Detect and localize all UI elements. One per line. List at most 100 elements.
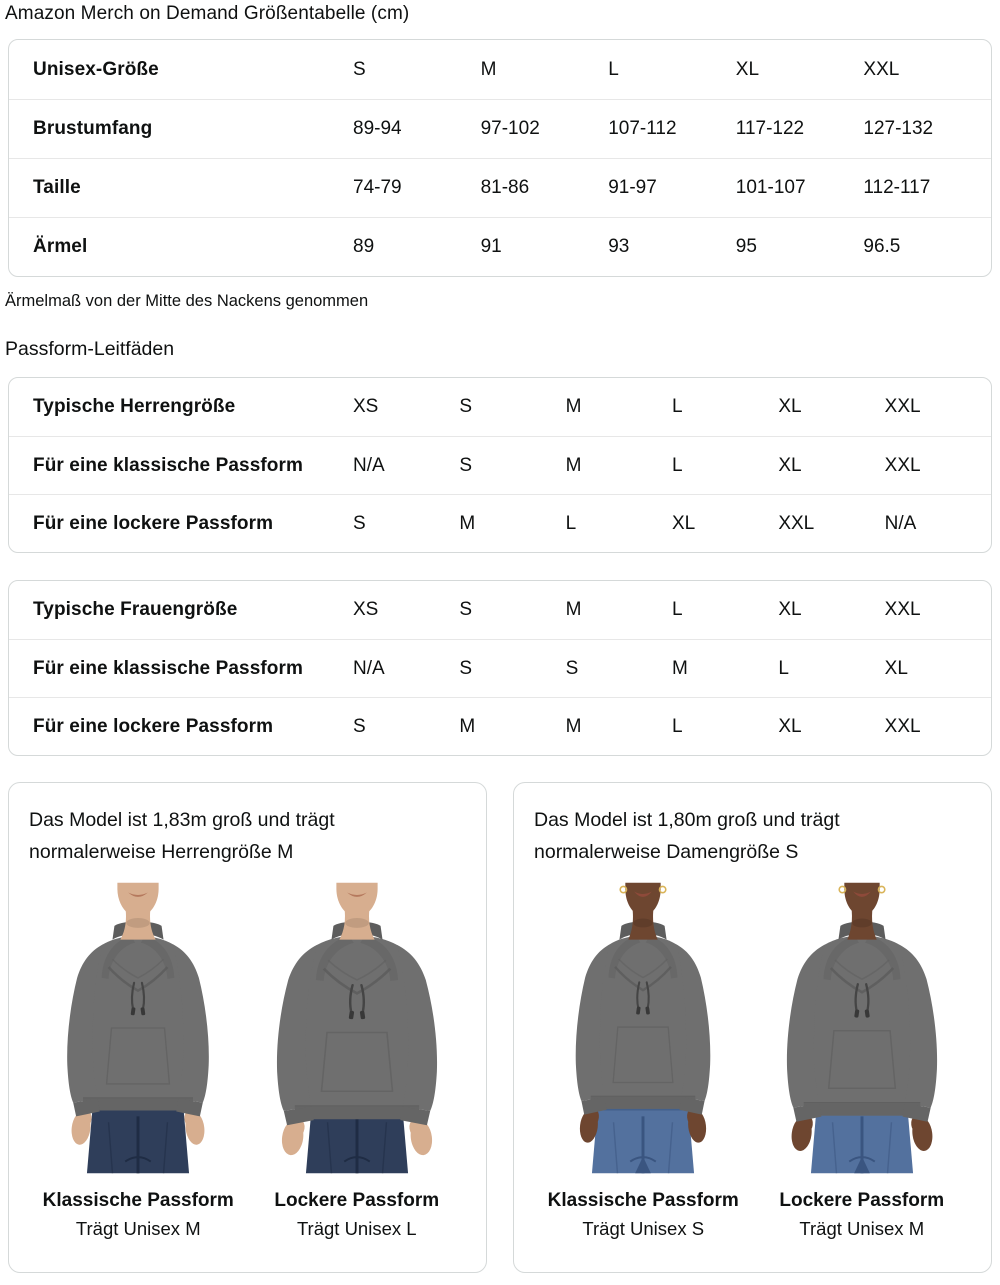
model-figure: Klassische Passform Trägt Unisex S xyxy=(534,882,753,1244)
table-cell: M xyxy=(565,599,582,620)
table-cell: S xyxy=(353,58,366,80)
mens-fit-table: Typische Herrengröße XS S M L XL XXL Für eine k… xyxy=(8,377,992,553)
womens-fit-table: Typische Frauengröße XS S M L XL XXL Für eine k… xyxy=(8,580,992,756)
row-label: Für eine klassische Passform xyxy=(33,657,303,679)
table-cell: 95 xyxy=(735,236,757,257)
table-row: Taille 74-79 81-86 91-97 101-107 112-117 xyxy=(9,158,991,217)
table-cell: XXL xyxy=(884,396,921,417)
table-cell: 127-132 xyxy=(863,118,934,139)
row-label: Brustumfang xyxy=(33,118,153,139)
table-cell: M xyxy=(459,512,476,534)
table-cell: XXL xyxy=(884,715,921,737)
hoodie-model-illustration xyxy=(575,882,711,1174)
model-caption: Lockere Passform Trägt Unisex M xyxy=(779,1188,944,1244)
table-cell: N/A xyxy=(353,454,385,476)
table-cell: XXL xyxy=(778,512,815,534)
table-row: Für eine lockere Passform S M L XL XXL N/A xyxy=(9,494,991,552)
table-cell: XL xyxy=(735,58,760,80)
fit-label: Lockere Passform xyxy=(779,1190,945,1211)
table-cell: XXL xyxy=(863,58,900,80)
size-label: Trägt Unisex M xyxy=(75,1218,201,1239)
table-cell: L xyxy=(778,657,789,679)
model-figure: Lockere Passform Trägt Unisex M xyxy=(753,882,972,1244)
table-cell: XL xyxy=(778,396,802,417)
size-label: Trägt Unisex M xyxy=(799,1218,925,1239)
table-cell: S xyxy=(459,657,473,679)
model-figures: Klassische Passform Trägt Unisex S xyxy=(534,882,971,1244)
table-row: Für eine klassische Passform N/A S S M L XL xyxy=(9,639,991,697)
table-cell: XL xyxy=(778,454,802,476)
table-cell: S xyxy=(353,512,366,534)
table-cell: 91 xyxy=(480,236,502,257)
table-row: Für eine lockere Passform S M M L XL XXL xyxy=(9,697,991,755)
table-cell: 91-97 xyxy=(608,177,657,198)
model-photo-female-classic xyxy=(535,882,751,1174)
model-description: Das Model ist 1,83m groß und trägt norma… xyxy=(29,809,335,863)
row-label: Taille xyxy=(33,177,81,198)
table-row: Brustumfang 89-94 97-102 107-112 117-122 127-… xyxy=(9,99,991,158)
table-cell: S xyxy=(459,396,473,417)
size-chart-page: Amazon Merch on Demand Größentabelle (cm… xyxy=(5,2,992,1273)
row-label: Unisex-Größe xyxy=(33,58,159,80)
table-row: Unisex-Größe S M L XL XXL xyxy=(9,40,991,99)
table-cell: XL xyxy=(778,715,802,737)
size-label: Trägt Unisex S xyxy=(582,1218,705,1239)
table-cell: XS xyxy=(353,599,379,620)
fit-label: Lockere Passform xyxy=(274,1190,440,1211)
table-cell: 89-94 xyxy=(353,118,402,139)
table-cell: M xyxy=(459,715,476,737)
table-cell: N/A xyxy=(884,512,917,534)
model-photo-male-loose xyxy=(249,882,465,1174)
sleeve-measure-note: Ärmelmaß von der Mitte des Nackens genom… xyxy=(5,292,369,310)
table-cell: 107-112 xyxy=(608,118,677,139)
model-figures: Klassische Passform Trägt Unisex M xyxy=(29,882,466,1244)
model-cards-row: Das Model ist 1,83m groß und trägt norma… xyxy=(8,782,992,1273)
row-label: Ärmel xyxy=(33,236,88,257)
table-cell: N/A xyxy=(353,657,385,679)
table-cell: 89 xyxy=(353,236,375,257)
table-cell: 112-117 xyxy=(863,177,931,198)
fit-guides-heading: Passform-Leitfäden xyxy=(5,338,175,360)
table-cell: 96.5 xyxy=(863,236,901,257)
table-cell: L xyxy=(565,512,577,534)
table-cell: L xyxy=(608,58,619,80)
hoodie-model-illustration xyxy=(786,882,937,1174)
row-label: Für eine lockere Passform xyxy=(33,512,274,534)
table-cell: XL xyxy=(884,657,908,679)
table-cell: 81-86 xyxy=(480,177,530,198)
page-title: Amazon Merch on Demand Größentabelle (cm… xyxy=(5,3,410,24)
model-figure: Klassische Passform Trägt Unisex M xyxy=(29,882,248,1244)
row-label: Für eine lockere Passform xyxy=(33,715,274,737)
model-description: Das Model ist 1,80m groß und trägt norma… xyxy=(534,809,840,863)
table-cell: S xyxy=(565,657,579,679)
model-photo-male-classic xyxy=(30,882,246,1174)
male-model-card: Das Model ist 1,83m groß und trägt norma… xyxy=(8,782,487,1273)
table-row: Für eine klassische Passform N/A S M L XL XXL xyxy=(9,436,991,494)
model-caption: Lockere Passform Trägt Unisex L xyxy=(274,1188,439,1244)
female-model-card: Das Model ist 1,80m groß und trägt norma… xyxy=(513,782,992,1273)
table-cell: M xyxy=(565,454,582,476)
unisex-size-table: Unisex-Größe S M L XL XXL Brustumfang 89-94 97-1… xyxy=(8,39,992,277)
hoodie-model-illustration xyxy=(276,882,437,1174)
hoodie-model-illustration xyxy=(67,882,210,1174)
model-caption: Klassische Passform Trägt Unisex S xyxy=(548,1188,739,1244)
table-cell: XL xyxy=(778,599,802,620)
table-row: Typische Frauengröße XS S M L XL XXL xyxy=(9,581,991,639)
table-cell: XS xyxy=(353,396,379,417)
row-label: Typische Frauengröße xyxy=(33,599,238,620)
table-row: Typische Herrengröße XS S M L XL XXL xyxy=(9,378,991,436)
model-photo-female-loose xyxy=(754,882,970,1174)
table-cell: L xyxy=(672,396,683,417)
table-cell: XL xyxy=(672,512,696,534)
table-cell: S xyxy=(459,454,473,476)
table-cell: 93 xyxy=(608,236,630,257)
table-cell: M xyxy=(565,715,582,737)
row-label: Typische Herrengröße xyxy=(33,396,236,417)
table-cell: S xyxy=(353,715,366,737)
table-cell: L xyxy=(672,715,683,737)
table-cell: M xyxy=(565,396,582,417)
table-cell: M xyxy=(480,58,497,80)
table-cell: S xyxy=(459,599,473,620)
table-cell: L xyxy=(672,454,683,476)
table-row: Ärmel 89 91 93 95 96.5 xyxy=(9,217,991,276)
